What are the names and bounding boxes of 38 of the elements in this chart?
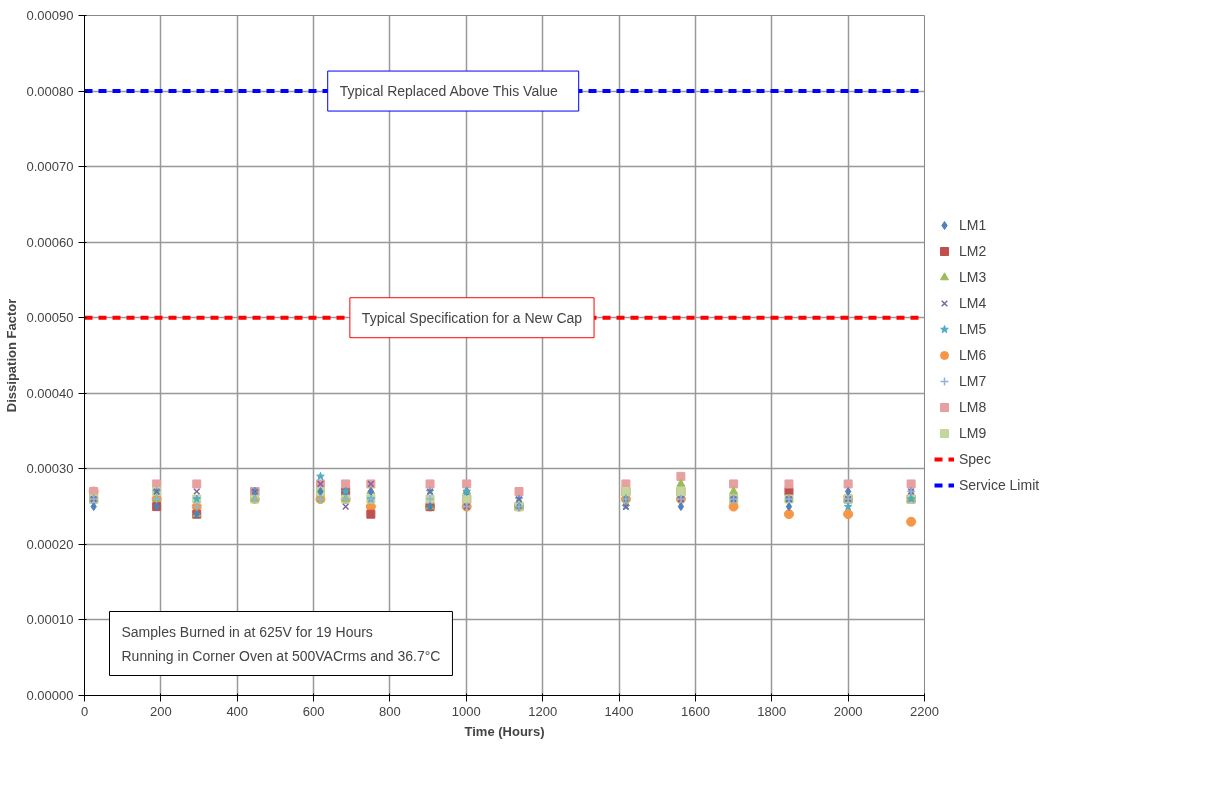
legend-label: LM4 — [959, 295, 987, 311]
legend-label: LM5 — [959, 321, 987, 337]
legend-label: LM8 — [959, 399, 987, 415]
annotation: Samples Burned in at 625V for 19 Hours Running in Corner Oven at 500VACrms and 36.7°C — [121, 623, 441, 664]
y-tick-label: 0.00060 — [26, 234, 74, 250]
legend-label: LM6 — [959, 347, 987, 363]
legend-label: Spec — [959, 451, 991, 467]
legend-label: LM2 — [959, 243, 987, 259]
y-tick-label: 0.00040 — [26, 385, 74, 401]
y-tick-label: 0.00080 — [26, 83, 74, 99]
x-tick-label: 2000 — [833, 703, 863, 719]
x-tick-label: 1200 — [528, 703, 558, 719]
annotation: Typical Replaced Above This Value — [339, 83, 559, 100]
x-axis-title: Time (Hours) — [464, 723, 545, 739]
y-tick-label: 0.00070 — [26, 159, 74, 175]
x-tick-label: 1400 — [604, 703, 634, 719]
legend-label: LM1 — [959, 217, 987, 233]
y-tick-label: 0.00050 — [26, 310, 74, 326]
legend-label: LM9 — [959, 425, 987, 441]
x-tick-label: 1600 — [680, 703, 710, 719]
annotation: Typical Specification for a New Cap — [361, 309, 583, 326]
y-tick-label: 0.00010 — [26, 612, 74, 628]
x-tick-label: 2200 — [910, 703, 939, 719]
x-tick-label: 1000 — [451, 703, 481, 719]
y-tick-label: 0.00090 — [26, 8, 74, 23]
x-tick-label: 0 — [80, 703, 89, 719]
y-tick-label: 0.00020 — [26, 536, 74, 552]
y-tick-label: 0.00000 — [26, 688, 74, 703]
x-tick-label: 200 — [150, 703, 172, 719]
x-tick-label: 400 — [226, 703, 249, 719]
x-tick-label: 600 — [302, 703, 325, 719]
legend-label: LM7 — [959, 373, 987, 389]
x-tick-label: 800 — [379, 703, 401, 719]
x-tick-label: 1800 — [757, 703, 787, 719]
y-tick-label: 0.00030 — [26, 461, 74, 477]
y-axis-title: Dissipation Factor — [3, 298, 19, 413]
legend-label: LM3 — [959, 269, 987, 285]
legend-label: Service Limit — [959, 477, 1040, 493]
